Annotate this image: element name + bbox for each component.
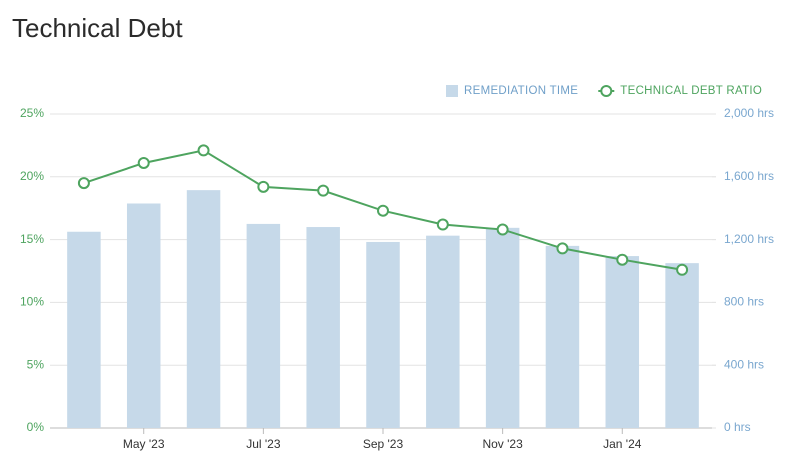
legend-swatch [446,85,458,97]
y-tick-label: 0% [27,420,45,434]
y-tick-label: 10% [20,295,44,309]
line-marker [257,180,270,193]
x-tick-label: Jul '23 [246,437,281,451]
legend-label: TECHNICAL DEBT RATIO [620,85,762,97]
line-marker [137,156,150,169]
x-tick-label: May '23 [123,437,165,451]
bar [67,231,101,428]
bar [665,263,699,428]
y-tick-label: 5% [27,357,45,371]
y2-tick-label: 0 hrs [724,420,751,434]
bar [186,190,221,428]
y-tick-label: 20% [20,169,44,183]
legend-swatch [600,85,613,97]
bar [126,203,161,428]
bar [605,256,640,428]
y2-tick-label: 400 hrs [724,357,764,371]
line-marker [616,253,629,266]
y2-tick-label: 2,000 hrs [724,106,774,120]
bar [306,227,340,428]
y2-tick-label: 1,600 hrs [724,169,774,183]
line-marker [436,218,449,231]
line-marker [496,223,509,236]
chart-title: Technical Debt [12,13,183,43]
y-tick-label: 25% [20,106,44,120]
bar [485,227,520,428]
legend-label: REMEDIATION TIME [464,85,578,97]
x-tick-label: Nov '23 [482,437,523,451]
y-tick-label: 15% [20,232,44,246]
y2-tick-label: 1,200 hrs [724,232,774,246]
line-marker [377,204,389,217]
bar [366,241,400,428]
line-marker [676,263,689,276]
x-tick-label: Sep '23 [363,437,404,451]
y2-tick-label: 800 hrs [724,295,764,309]
line-marker [197,144,210,157]
bar [246,223,281,428]
x-tick-label: Jan '24 [603,437,642,451]
bar [545,245,580,428]
bar [426,235,460,428]
line-marker [317,184,330,197]
line-marker [77,177,90,190]
line-marker [556,242,569,255]
